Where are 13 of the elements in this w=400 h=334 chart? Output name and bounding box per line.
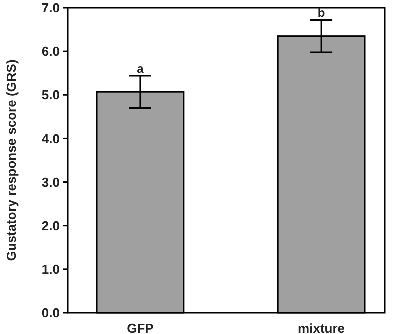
annotation: a xyxy=(137,62,144,76)
x-tick-label: GFP xyxy=(127,321,154,334)
y-tick-label: 3.0 xyxy=(42,174,60,190)
y-tick-label: 0.0 xyxy=(42,306,60,321)
y-tick-label: 6.0 xyxy=(42,44,60,60)
y-tick-label: 7.0 xyxy=(42,0,60,16)
y-tick-label: 4.0 xyxy=(42,131,60,146)
y-tick-label: 2.0 xyxy=(42,218,60,234)
y-tick-label: 1.0 xyxy=(42,262,60,277)
x-tick-label: mixture xyxy=(298,321,346,334)
y-axis-title: Gustatory response score (GRS) xyxy=(4,60,19,262)
annotation: b xyxy=(318,6,326,20)
y-tick-label: 5.0 xyxy=(42,88,60,103)
